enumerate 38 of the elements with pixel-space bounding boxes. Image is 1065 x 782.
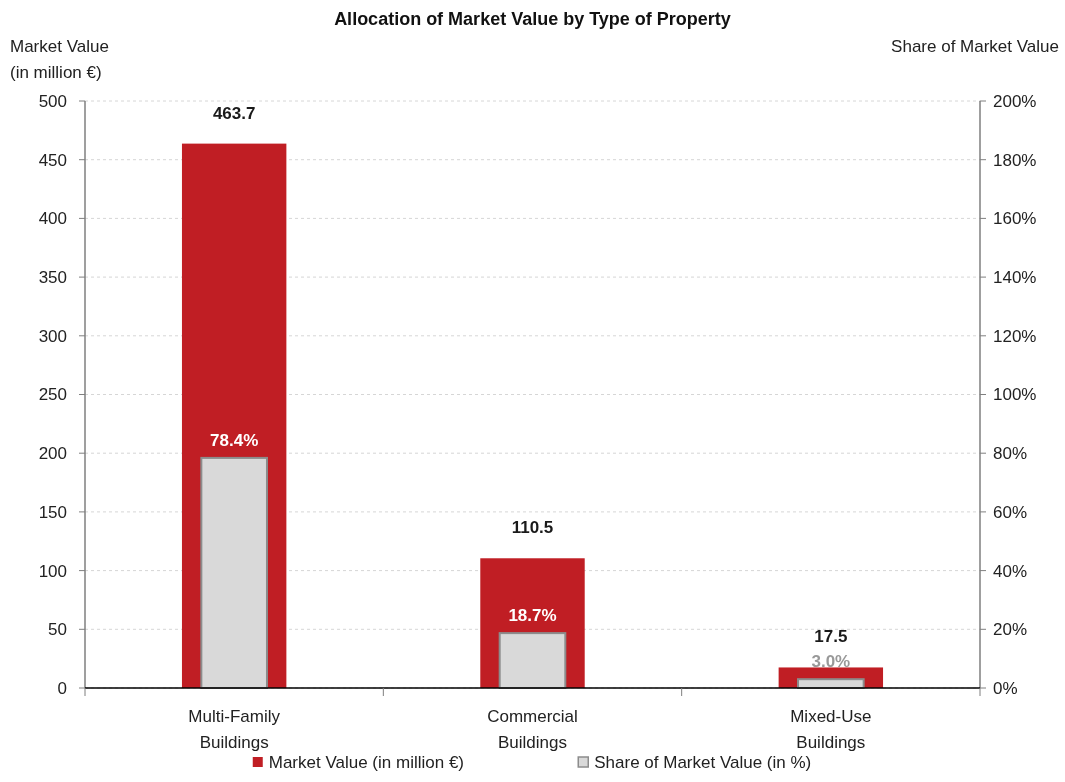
y2-tick-label: 60% <box>993 502 1028 522</box>
y2-tick-label: 200% <box>993 91 1037 111</box>
legend-label: Market Value (in million €) <box>268 753 465 772</box>
x-tick-label: Commercial Buildings <box>487 707 578 752</box>
y2-tick-label: 20% <box>993 620 1028 640</box>
y-tick-label: 300 <box>38 326 67 346</box>
y-tick-label: 400 <box>38 209 67 229</box>
legend-label: Share of Market Value (in %) <box>594 753 812 772</box>
y2-tick-label: 40% <box>993 561 1028 581</box>
y2-tick-label: 180% <box>993 150 1037 170</box>
data-label: 18.7% <box>508 606 557 626</box>
y2-tick-label: 80% <box>993 444 1028 464</box>
y2-tick-label: 0% <box>993 678 1018 698</box>
x-tick-label: Multi-Family Buildings <box>188 707 281 752</box>
y-tick-label: 250 <box>38 385 67 405</box>
y2-axis-title: Share of Market Value <box>891 37 1059 56</box>
y-tick-label: 0 <box>57 678 67 698</box>
data-label: 3.0% <box>811 652 851 672</box>
data-label: 78.4% <box>210 430 259 450</box>
bar <box>200 456 268 689</box>
y2-tick-label: 100% <box>993 385 1037 405</box>
chart-title: Allocation of Market Value by Type of Property <box>334 9 731 29</box>
y-tick-label: 150 <box>38 502 67 522</box>
data-label: 17.5 <box>814 627 848 647</box>
data-label: 110.5 <box>511 518 554 538</box>
y-tick-label: 100 <box>38 561 67 581</box>
data-label: 463.7 <box>212 103 256 123</box>
x-tick-label: Mixed-Use Buildings <box>790 707 872 752</box>
y-tick-label: 450 <box>38 150 67 170</box>
y2-tick-label: 120% <box>993 326 1037 346</box>
bar <box>498 632 567 689</box>
y-axis-title: Market Value (in million €) <box>10 37 109 82</box>
y-tick-label: 350 <box>38 268 67 288</box>
y-tick-label: 200 <box>38 444 67 464</box>
y2-tick-label: 140% <box>993 268 1037 288</box>
y-tick-label: 500 <box>38 91 67 111</box>
y-tick-label: 50 <box>48 620 67 640</box>
y2-tick-label: 160% <box>993 209 1037 229</box>
